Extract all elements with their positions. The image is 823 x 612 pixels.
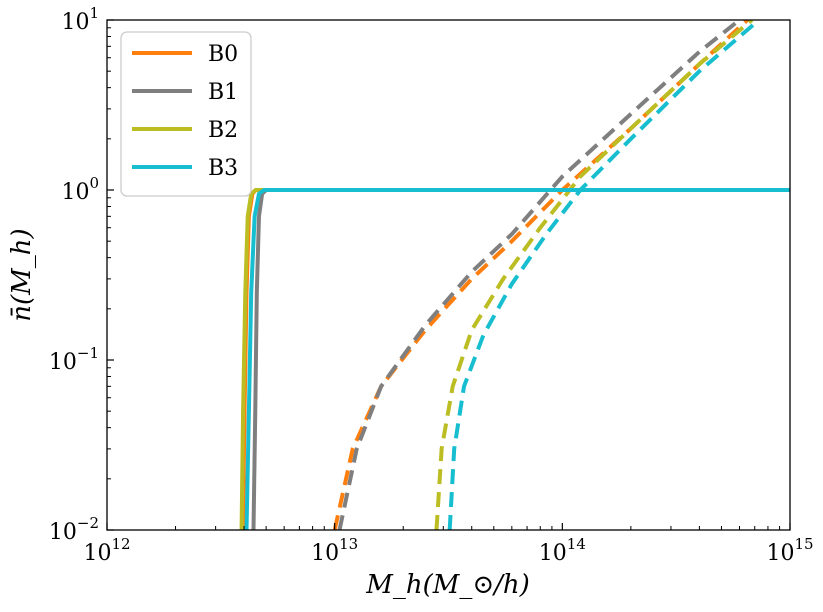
- x-tick-label: 1013: [311, 535, 358, 566]
- legend-label-b2: B2: [208, 118, 238, 143]
- svg-text:10−1: 10−1: [49, 344, 99, 375]
- legend-label-b0: B0: [208, 42, 238, 67]
- y-tick-label: 101: [61, 4, 99, 35]
- x-tick-label: 1014: [539, 535, 586, 566]
- series-b2-satellite-line: [434, 20, 754, 530]
- y-tick-label: 10−1: [49, 344, 99, 375]
- series-b2-central-line: [239, 188, 790, 530]
- series-b0-satellite-line: [332, 20, 749, 530]
- svg-text:1013: 1013: [311, 535, 358, 566]
- svg-text:10−2: 10−2: [49, 514, 99, 545]
- legend-label-b1: B1: [208, 80, 238, 105]
- x-tick-label: 1015: [766, 535, 813, 566]
- legend: B0 B1 B2 B3: [120, 31, 252, 197]
- svg-text:101: 101: [61, 4, 99, 35]
- series-b0-central-line: [240, 188, 790, 530]
- series-b1-central-line: [251, 188, 790, 530]
- y-tick-label: 100: [61, 174, 99, 205]
- y-axis-label: n̄(M_h): [7, 228, 37, 321]
- svg-text:100: 100: [61, 174, 99, 205]
- x-tick-label: 1012: [83, 535, 130, 566]
- plot-frame: [106, 19, 791, 531]
- svg-text:1012: 1012: [83, 535, 130, 566]
- x-axis-label: M_h(M_⊙/h): [365, 570, 530, 600]
- series-b3-central-line: [244, 188, 790, 530]
- series-b1-satellite-line: [337, 20, 741, 530]
- svg-text:1014: 1014: [539, 535, 586, 566]
- legend-label-b3: B3: [208, 156, 238, 181]
- y-tick-label: 10−2: [49, 514, 99, 545]
- legend-frame: [120, 31, 252, 197]
- series-b3-satellite-line: [447, 20, 761, 530]
- svg-text:1015: 1015: [766, 535, 813, 566]
